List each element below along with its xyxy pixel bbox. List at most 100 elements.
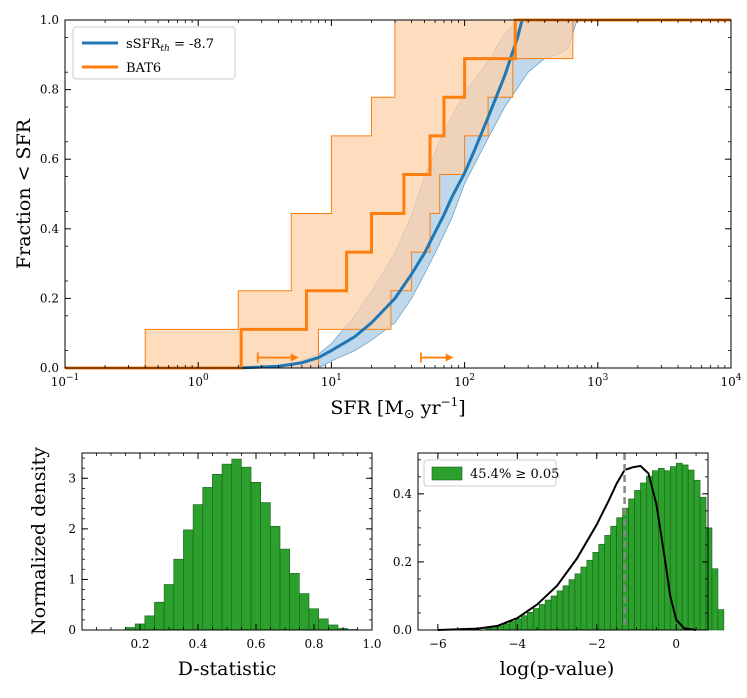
histogram-bar: [640, 482, 647, 631]
histogram-bar: [163, 584, 175, 631]
y-tick-label: 0: [68, 623, 76, 637]
histogram-bar: [586, 559, 594, 631]
x-tick-exp: 0: [203, 373, 209, 383]
histogram-bar: [503, 623, 510, 631]
x-tick-label: 0.4: [188, 637, 207, 651]
histogram-bar: [646, 475, 653, 631]
histogram-bar: [270, 526, 281, 631]
x-tick-exp: 4: [736, 373, 742, 383]
x-tick-label: 0.8: [304, 637, 323, 651]
pvalue-legend-swatch: [431, 466, 463, 481]
histogram-bar: [289, 573, 300, 631]
arrow-head: [290, 353, 299, 362]
histogram-bar: [598, 543, 606, 631]
histogram-bar: [717, 609, 725, 631]
y-tick-label: 0.2: [40, 291, 59, 305]
pvalue-plot-frame: [417, 452, 709, 631]
histogram-bar: [318, 618, 329, 631]
histogram-bar: [634, 490, 641, 631]
histogram-bar: [711, 568, 719, 631]
histogram-bar: [144, 615, 155, 631]
histogram-bar: [687, 469, 695, 631]
x-tick-label: 101: [321, 373, 342, 389]
y-tick-label: 0.4: [393, 487, 412, 501]
x-tick-base: 10: [321, 375, 336, 389]
histogram-bar: [592, 552, 600, 631]
pvalue-legend: 45.4% ≥ 0.05: [423, 459, 559, 487]
x-tick-base: 10: [720, 375, 735, 389]
histogram-bar: [616, 517, 623, 631]
x-tick-label: 0.2: [130, 637, 149, 651]
lower-limit-arrow-2: [420, 352, 454, 363]
histogram-bar: [568, 579, 576, 631]
x-tick-base: 10: [587, 375, 602, 389]
histogram-bar: [544, 599, 552, 631]
cdf-ylabel: Fraction < SFR: [13, 118, 35, 269]
histogram-bar: [154, 601, 165, 631]
histogram-bar: [183, 529, 194, 631]
bat6-band-lower-edge: [65, 19, 731, 369]
histogram-bar: [526, 611, 534, 631]
x-tick-exp: 3: [603, 373, 609, 383]
histogram-bar: [610, 525, 617, 631]
y-tick-label: 1: [68, 572, 76, 586]
y-tick-label: 0.6: [40, 152, 59, 166]
bat6-band: [65, 20, 731, 368]
x-tick-label: 0.6: [246, 637, 265, 651]
histogram-bar: [532, 608, 540, 631]
bat6-step-line: [65, 18, 731, 370]
histogram-bar: [604, 535, 611, 631]
x-tick-label: 104: [720, 373, 741, 389]
histogram-bar: [299, 593, 310, 631]
histogram-bar: [241, 466, 252, 631]
legend-label-model: sSFRth = -8.7: [126, 37, 214, 54]
histogram-bar: [279, 548, 290, 631]
kde-curve: [437, 464, 697, 631]
histogram-bar: [250, 482, 261, 631]
histogram-bar: [509, 621, 516, 631]
x-tick-label: 1.0: [362, 637, 381, 651]
histogram-bar: [520, 615, 528, 631]
x-tick-exp: −1: [66, 373, 79, 383]
cdf-legend: sSFRth = -8.7 BAT6: [72, 26, 236, 80]
histogram-bar: [675, 462, 683, 631]
histogram-bar: [699, 496, 707, 631]
histogram-bar: [327, 624, 339, 631]
y-tick-label: 0.8: [40, 83, 59, 97]
histogram-bar: [538, 604, 546, 631]
y-tick-label: 0.2: [393, 555, 412, 569]
histogram-bar: [562, 585, 570, 631]
histogram-bar: [231, 458, 242, 631]
x-tick-label: 100: [188, 373, 209, 389]
model-median-line: [65, 18, 731, 370]
x-tick-label: −2: [588, 637, 606, 651]
y-tick-label: 0.4: [40, 222, 59, 236]
x-tick-exp: 1: [336, 373, 342, 383]
y-tick-label: 2: [68, 522, 76, 536]
x-tick-exp: 2: [469, 373, 475, 383]
x-tick-label: 103: [587, 373, 608, 389]
x-tick-label: 102: [454, 373, 475, 389]
lower-limit-arrow-1: [256, 352, 299, 363]
x-tick-label: −6: [429, 637, 447, 651]
x-tick-label: 0: [672, 637, 680, 651]
cdf-xlabel: SFR [M⊙ yr−1]: [330, 395, 465, 422]
dstat-ylabel: Normalized density: [28, 447, 50, 635]
legend-label-bat6: BAT6: [126, 61, 161, 76]
pvalue-xlabel: log(p-value): [500, 658, 615, 680]
cdf-plot-frame: [64, 19, 732, 369]
histogram-bar: [550, 595, 558, 631]
histogram-bar: [628, 498, 635, 631]
histogram-bar: [580, 566, 588, 631]
dstat-xlabel: D-statistic: [178, 658, 277, 680]
y-tick-label: 1.0: [40, 13, 59, 27]
histogram-bar: [212, 473, 223, 631]
histogram-bar: [515, 618, 522, 631]
histogram-bar: [681, 464, 689, 631]
pvalue-legend-label: 45.4% ≥ 0.05: [470, 467, 559, 482]
y-tick-label: 0.0: [393, 623, 412, 637]
histogram-bar: [556, 590, 564, 631]
y-tick-label: 3: [68, 471, 76, 485]
